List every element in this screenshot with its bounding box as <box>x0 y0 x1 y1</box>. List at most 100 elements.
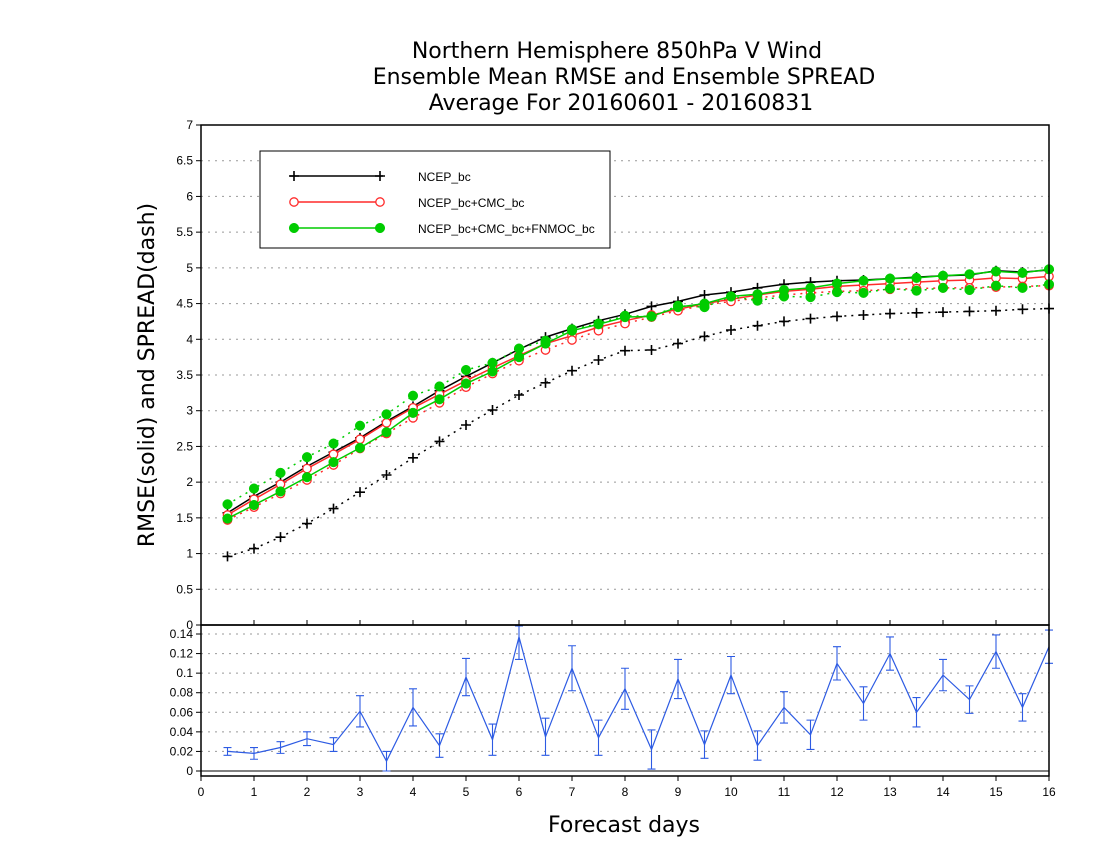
main-y-tick-label: 4 <box>186 332 193 346</box>
error-bar <box>1018 693 1027 722</box>
error-bar <box>859 686 868 721</box>
main-y-tick-label: 3 <box>186 404 193 418</box>
spread-point <box>434 381 445 392</box>
error-bar <box>488 723 497 756</box>
error-bar <box>223 746 232 756</box>
spread-point <box>381 470 392 480</box>
rmse-point <box>699 290 710 300</box>
error-bar <box>965 685 974 714</box>
spread-line <box>227 307 1050 558</box>
main-y-tick-label: 2.5 <box>176 439 193 453</box>
error-bar <box>303 731 311 747</box>
error-bar <box>886 636 894 671</box>
spread-point <box>858 310 869 320</box>
x-tick-label: 6 <box>516 785 523 799</box>
main-y-tick-label: 4.5 <box>176 297 193 311</box>
spread-point <box>990 280 1002 291</box>
spread-point <box>832 311 842 322</box>
x-tick-label: 9 <box>675 785 682 799</box>
spread-point <box>381 409 392 420</box>
x-tick-label: 15 <box>989 785 1003 799</box>
spread-point <box>699 302 710 313</box>
spread-point <box>619 310 631 321</box>
rmse-point <box>884 273 896 284</box>
spread-point <box>779 316 789 327</box>
spread-point <box>699 331 710 342</box>
spread-point <box>964 284 975 296</box>
spread-point <box>911 285 922 296</box>
spread-point <box>328 438 339 449</box>
rmse-point <box>407 407 419 418</box>
spread-point <box>275 467 286 478</box>
difference-y-tick-label: 0.08 <box>170 686 194 700</box>
spread-point <box>673 338 683 349</box>
legend-box <box>259 150 611 249</box>
x-tick-label: 12 <box>830 785 844 799</box>
legend-entries: NCEP_bc NCEP_bc+CMC_bc NCEP_bc+CMC_bc+FNMO… <box>288 170 595 236</box>
difference-panel-series <box>223 625 1053 772</box>
spread-point <box>222 551 233 562</box>
spread-point <box>938 307 948 318</box>
rmse-point <box>328 457 339 468</box>
spread-point <box>275 532 286 543</box>
legend-marker <box>288 222 300 234</box>
x-tick-label: 4 <box>410 785 417 799</box>
error-bar <box>992 634 1000 669</box>
difference-y-tick-label: 0.14 <box>170 627 194 641</box>
spread-point <box>566 324 578 335</box>
main-y-tick-label: 0.5 <box>176 582 193 596</box>
legend: NCEP_bc NCEP_bc+CMC_bc NCEP_bc+CMC_bc+FNMO… <box>259 150 611 249</box>
spread-point <box>884 283 896 294</box>
error-bar <box>621 667 629 710</box>
rmse-point <box>513 352 525 363</box>
x-tick-label: 8 <box>622 785 629 799</box>
main-y-tick-label: 0 <box>186 618 193 632</box>
rmse-point <box>248 499 260 511</box>
error-bar <box>647 729 656 770</box>
main-y-tick-label: 6.5 <box>176 154 193 168</box>
rmse-point <box>937 270 949 281</box>
main-panel-series <box>222 264 1055 562</box>
spread-point <box>1017 304 1028 315</box>
spread-point <box>460 364 472 376</box>
spread-point <box>805 313 816 324</box>
spread-point <box>937 282 949 293</box>
chart-title: Northern Hemisphere 850hPa V Wind <box>412 39 822 64</box>
error-bar <box>939 658 947 692</box>
x-tick-label: 11 <box>778 785 791 799</box>
spread-line <box>227 284 1050 521</box>
main-y-tick-label: 6 <box>186 189 193 203</box>
difference-y-tick-label: 0.12 <box>170 647 194 661</box>
error-bar <box>780 691 788 724</box>
main-y-tick-label: 1 <box>186 547 193 561</box>
spread-point <box>434 436 445 447</box>
rmse-point <box>275 486 286 497</box>
spread-point <box>248 483 260 494</box>
x-tick-label: 5 <box>463 785 470 799</box>
rmse-point <box>805 282 816 293</box>
error-bar <box>833 646 841 681</box>
rmse-point <box>990 266 1002 277</box>
series-2 <box>222 264 1055 524</box>
x-tick-label: 7 <box>569 785 576 799</box>
rmse-point <box>858 275 869 286</box>
spread-point <box>911 307 922 318</box>
spread-point <box>540 377 551 388</box>
series-0 <box>222 265 1054 562</box>
spread-point <box>301 452 313 463</box>
spread-point <box>514 390 524 400</box>
error-bar <box>912 697 921 728</box>
spread-point <box>461 420 471 430</box>
error-bar <box>674 658 682 700</box>
spread-point <box>672 300 684 311</box>
difference-y-axis: 0 0.02 0.04 0.06 0.08 0.1 0.12 0.14 <box>170 627 201 778</box>
rmse-point <box>354 442 366 453</box>
rmse-point <box>964 269 975 280</box>
spread-point <box>885 308 895 319</box>
difference-y-tick-label: 0 <box>186 764 193 778</box>
error-bar <box>250 746 258 760</box>
rmse-point <box>831 278 843 289</box>
spread-point <box>567 365 577 376</box>
spread-point <box>408 452 418 463</box>
legend-label: NCEP_bc+CMC_bc <box>418 196 524 210</box>
